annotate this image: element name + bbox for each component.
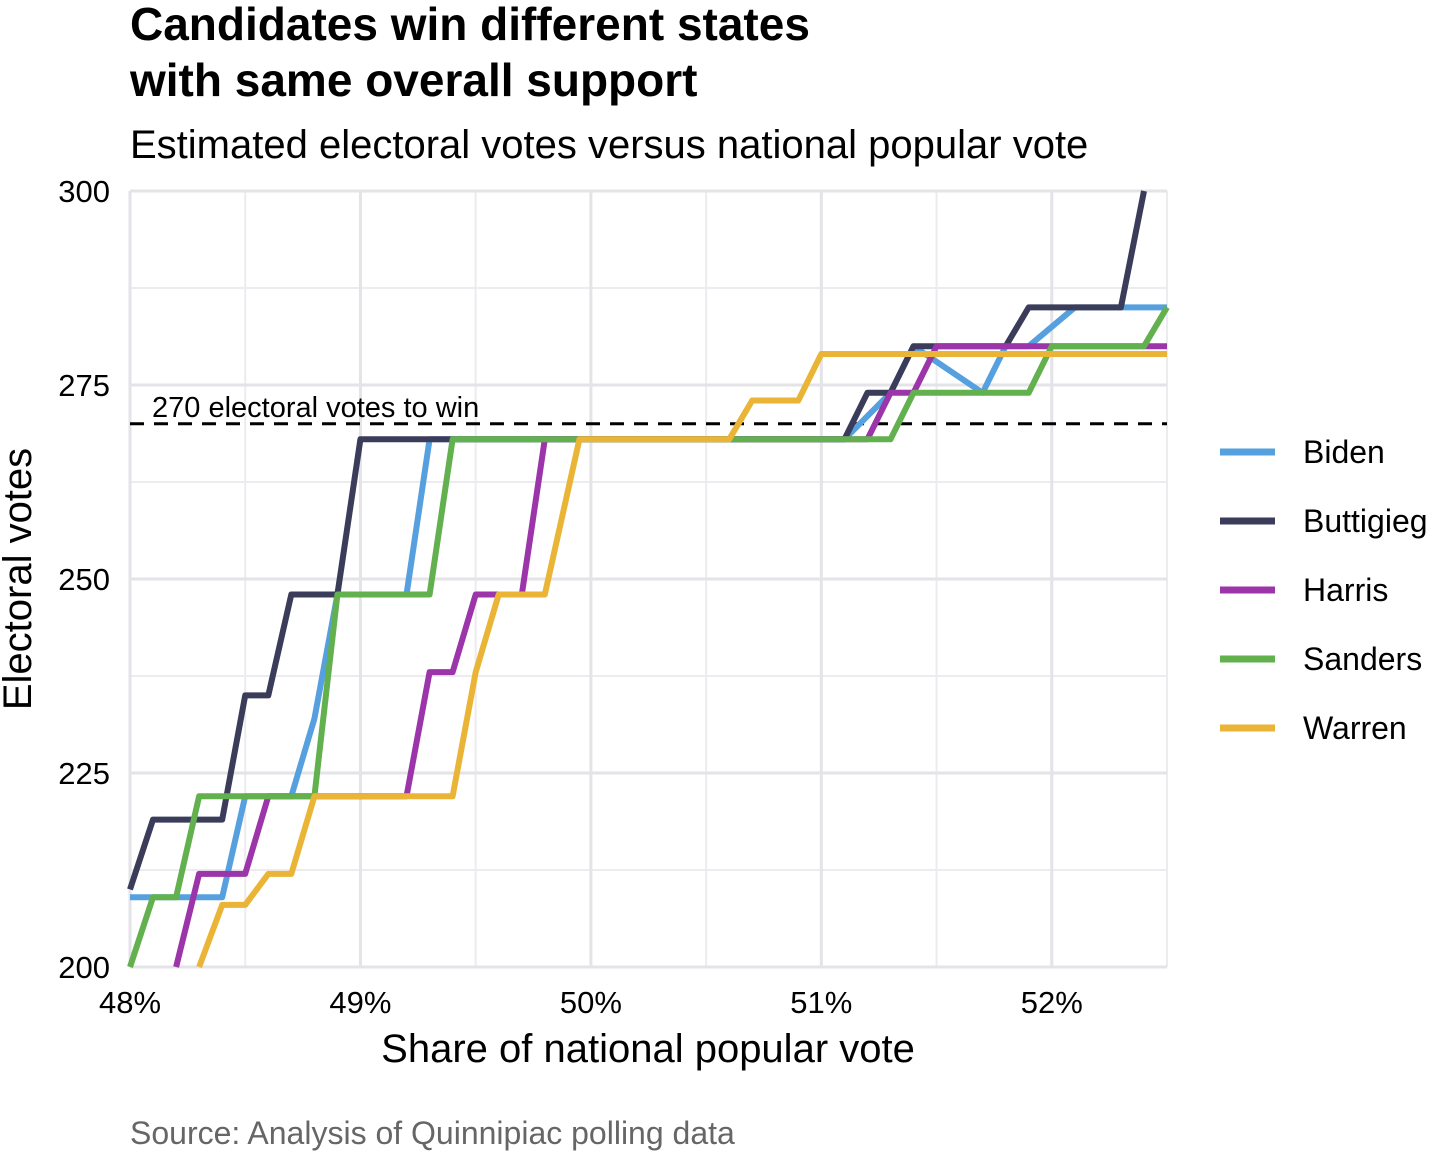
y-tick-label: 275 — [58, 368, 110, 403]
legend-label-biden: Biden — [1303, 434, 1385, 470]
y-axis-title: Electoral votes — [0, 448, 40, 710]
x-tick-label: 52% — [1021, 985, 1083, 1020]
y-tick-label: 250 — [58, 562, 110, 597]
x-axis-ticks: 48% 49% 50% 51% 52% — [99, 985, 1083, 1020]
reference-line-label: 270 electoral votes to win — [152, 392, 479, 424]
legend: Biden Buttigieg Harris Sanders Warren — [1220, 434, 1428, 746]
reference-line-group: 270 electoral votes to win — [130, 392, 1167, 426]
legend-label-harris: Harris — [1303, 572, 1388, 608]
chart-title: Candidates win different states with sam… — [130, 0, 810, 106]
legend-label-sanders: Sanders — [1303, 641, 1422, 677]
x-tick-label: 50% — [560, 985, 622, 1020]
x-axis-title: Share of national popular vote — [381, 1027, 915, 1071]
series-line-sanders — [127, 305, 1170, 968]
y-tick-label: 225 — [58, 756, 110, 791]
gridlines — [128, 189, 1168, 969]
x-tick-label: 51% — [790, 985, 852, 1020]
x-tick-label: 49% — [329, 985, 391, 1020]
chart-subtitle: Estimated electoral votes versus nationa… — [130, 123, 1089, 167]
y-axis-ticks: 200 225 250 275 300 — [58, 174, 110, 985]
legend-label-warren: Warren — [1303, 710, 1407, 746]
x-tick-label: 48% — [99, 985, 161, 1020]
legend-label-buttigieg: Buttigieg — [1303, 503, 1428, 539]
series-line-warren — [196, 351, 1167, 969]
series-lines — [127, 190, 1170, 969]
y-tick-label: 300 — [58, 174, 110, 209]
line-chart: 200 225 250 275 300 48% 49% 50% 51% 52% 270 elec… — [0, 174, 1428, 1071]
source-caption: Source: Analysis of Quinnipiac polling d… — [130, 1115, 735, 1151]
y-tick-label: 200 — [58, 950, 110, 985]
